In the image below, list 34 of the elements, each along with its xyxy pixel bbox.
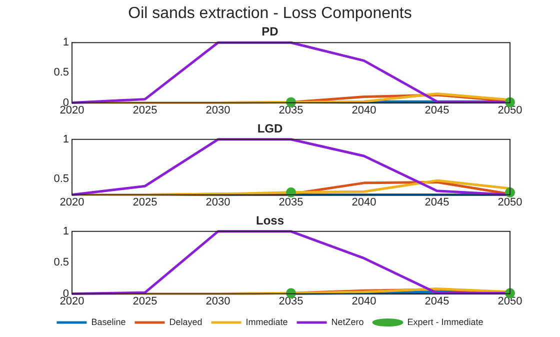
x-tick-label: 2045 bbox=[424, 196, 450, 208]
x-tick-label: 2025 bbox=[132, 196, 158, 208]
x-tick-label: 2050 bbox=[498, 196, 522, 208]
y-tick-label: 0.5 bbox=[54, 173, 69, 186]
x-tick-label: 2040 bbox=[352, 104, 376, 116]
x-tick-label: 2025 bbox=[132, 295, 158, 308]
x-tick-label: 2040 bbox=[352, 196, 376, 208]
chart-title: Loss bbox=[256, 214, 284, 228]
x-tick-label: 2035 bbox=[278, 196, 304, 208]
y-tick-label: 1 bbox=[62, 225, 69, 238]
x-tick-label: 2050 bbox=[498, 104, 522, 116]
legend-label: Delayed bbox=[169, 316, 202, 327]
legend-label: Baseline bbox=[91, 316, 126, 327]
x-tick-label: 2035 bbox=[278, 104, 304, 116]
chart-title: LGD bbox=[257, 122, 283, 136]
legend-label: Immediate bbox=[246, 316, 288, 327]
x-tick-label: 2040 bbox=[352, 295, 376, 308]
x-tick-label: 2025 bbox=[132, 104, 158, 116]
y-tick-label: 0.5 bbox=[54, 66, 69, 79]
x-tick-label: 2030 bbox=[206, 104, 230, 116]
legend-label: Expert - Immediate bbox=[407, 316, 484, 327]
x-tick-label: 2050 bbox=[498, 295, 522, 308]
x-tick-label: 2030 bbox=[206, 196, 230, 208]
legend-label: NetZero bbox=[331, 316, 364, 327]
chart-subtitle: PD bbox=[262, 24, 279, 39]
x-tick-label: 2045 bbox=[424, 295, 450, 308]
x-tick-label: 2030 bbox=[206, 295, 230, 308]
y-tick-label: 0.5 bbox=[54, 256, 69, 269]
y-tick-label: 1 bbox=[62, 133, 69, 146]
chart-title: Oil sands extraction - Loss Components bbox=[128, 5, 412, 22]
x-tick-label: 2020 bbox=[60, 196, 84, 208]
x-tick-label: 2035 bbox=[278, 295, 304, 308]
x-tick-label: 2045 bbox=[424, 104, 450, 116]
y-tick-label: 1 bbox=[62, 36, 69, 49]
